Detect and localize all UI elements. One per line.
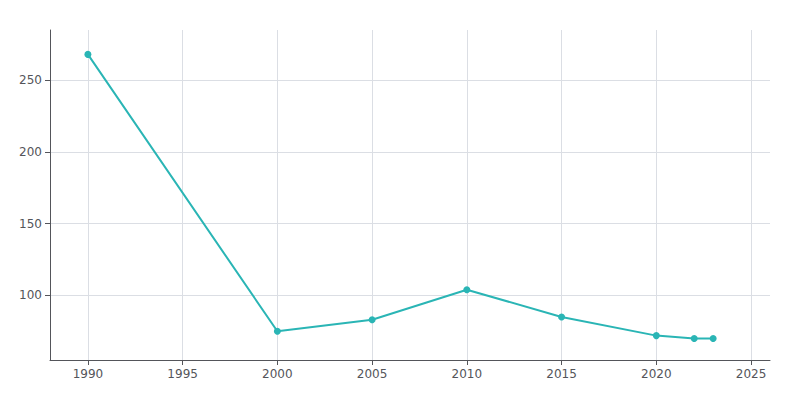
svg-text:200: 200 <box>19 145 42 159</box>
svg-text:2020: 2020 <box>641 367 672 381</box>
svg-text:1990: 1990 <box>73 367 104 381</box>
svg-text:2010: 2010 <box>452 367 483 381</box>
svg-text:1995: 1995 <box>167 367 198 381</box>
svg-text:2000: 2000 <box>262 367 293 381</box>
svg-text:100: 100 <box>19 288 42 302</box>
svg-text:2015: 2015 <box>546 367 577 381</box>
svg-text:150: 150 <box>19 217 42 231</box>
svg-text:250: 250 <box>19 73 42 87</box>
svg-text:2005: 2005 <box>357 367 388 381</box>
svg-text:2025: 2025 <box>736 367 767 381</box>
